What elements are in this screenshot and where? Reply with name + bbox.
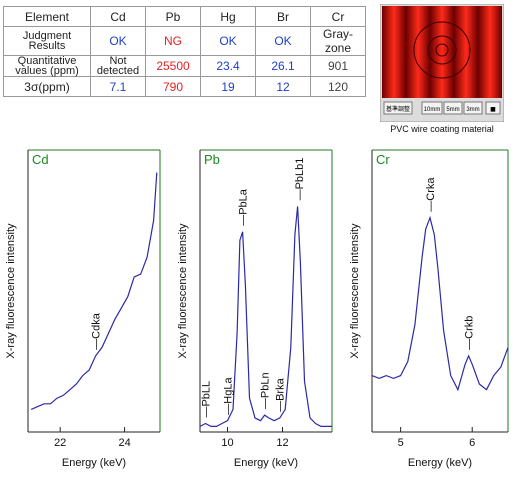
peak-label: —PbLn (260, 372, 272, 409)
sigma-hg: 19 (200, 76, 256, 97)
peak-label: —HgLa (223, 377, 235, 415)
panel-title: Pb (204, 152, 220, 167)
judgment-pb: NG (145, 26, 201, 56)
sigma-cd: 7.1 (90, 76, 146, 97)
header-element: Element (3, 6, 91, 27)
peak-label: —PbLa (238, 188, 250, 226)
quant-cd: Not detected (90, 55, 146, 77)
judgment-cd: OK (90, 26, 146, 56)
photo-button-label: 3mm (466, 107, 479, 113)
value-line: detected (96, 65, 140, 77)
sigma-cr: 120 (310, 76, 366, 97)
spectrum-line (30, 172, 158, 410)
x-tick-label: 5 (398, 437, 404, 449)
quantitative-row: Quantitative values (ppm) Not detected 2… (3, 55, 366, 77)
value-line: Not (109, 55, 127, 67)
header-hg: Hg (200, 6, 256, 27)
peak-label: —Crkb (464, 316, 476, 350)
peak-label: —PbLL (201, 381, 213, 418)
photo-button-label: 5mm (446, 107, 459, 113)
x-tick-label: 24 (118, 437, 130, 449)
judgment-cr: Gray-zone (310, 26, 366, 56)
peak-label: —PbLb1 (294, 158, 306, 201)
results-table: Element Cd Pb Hg Br Cr Judgment Results … (3, 6, 366, 97)
photo-button-label: 基準調整 (386, 105, 410, 113)
label-line: Quantitative (17, 55, 77, 67)
judgment-hg: OK (200, 26, 256, 56)
sigma-pb: 790 (145, 76, 201, 97)
quant-cr: 901 (310, 55, 366, 77)
photo-button-label: 10mm (424, 107, 441, 113)
judgment-br: OK (255, 26, 311, 56)
panel-title: Cd (32, 152, 49, 167)
sigma-row: 3σ(ppm) 7.1 790 19 12 120 (3, 76, 366, 97)
y-axis-label: X-ray fluorescence intensity (5, 223, 17, 359)
row-label-judgment: Judgment Results (3, 26, 91, 56)
cr-spectrum-chart: Cr X-ray fluorescence intensity 5 6 Energy (… (349, 149, 509, 469)
judgment-row: Judgment Results OK NG OK OK Gray-zone (3, 26, 366, 56)
x-tick-label: 22 (54, 437, 66, 449)
photo-caption: PVC wire coating material (390, 124, 494, 134)
x-tick-label: 6 (469, 437, 475, 449)
row-label-quantitative: Quantitative values (ppm) (3, 55, 91, 77)
header-cr: Cr (310, 6, 366, 27)
x-axis-label: Energy (keV) (234, 457, 298, 469)
quant-br: 26.1 (255, 55, 311, 77)
label-line: Results (28, 40, 66, 52)
y-axis-label: X-ray fluorescence intensity (349, 223, 361, 359)
x-tick-label: 10 (221, 437, 233, 449)
x-axis-label: Energy (keV) (408, 457, 472, 469)
peak-label: —Brka (275, 377, 287, 412)
header-pb: Pb (145, 6, 201, 27)
table-header-row: Element Cd Pb Hg Br Cr (3, 6, 366, 27)
cd-spectrum-chart: Cd X-ray fluorescence intensity 22 24 Energy… (5, 149, 161, 469)
label-line: Judgment (22, 30, 72, 42)
peak-label: —Cdka (91, 312, 103, 350)
pb-spectrum-chart: Pb X-ray fluorescence intensity 10 12 Energy… (177, 149, 333, 469)
camera-icon: ■ (490, 106, 496, 113)
panel-title: Cr (376, 152, 390, 167)
sigma-br: 12 (255, 76, 311, 97)
sample-photo: 基準調整 10mm 5mm 3mm ■ (380, 4, 504, 122)
y-axis-label: X-ray fluorescence intensity (177, 223, 189, 359)
spectrum-line (199, 206, 332, 427)
spectrum-line (371, 215, 509, 392)
x-tick-label: 12 (276, 437, 288, 449)
header-br: Br (255, 6, 311, 27)
quant-pb: 25500 (145, 55, 201, 77)
quant-hg: 23.4 (200, 55, 256, 77)
peak-label: —Crka (425, 177, 437, 212)
label-line: values (ppm) (15, 65, 79, 77)
row-label-sigma: 3σ(ppm) (3, 76, 91, 97)
header-cd: Cd (90, 6, 146, 27)
x-axis-label: Energy (keV) (62, 457, 126, 469)
